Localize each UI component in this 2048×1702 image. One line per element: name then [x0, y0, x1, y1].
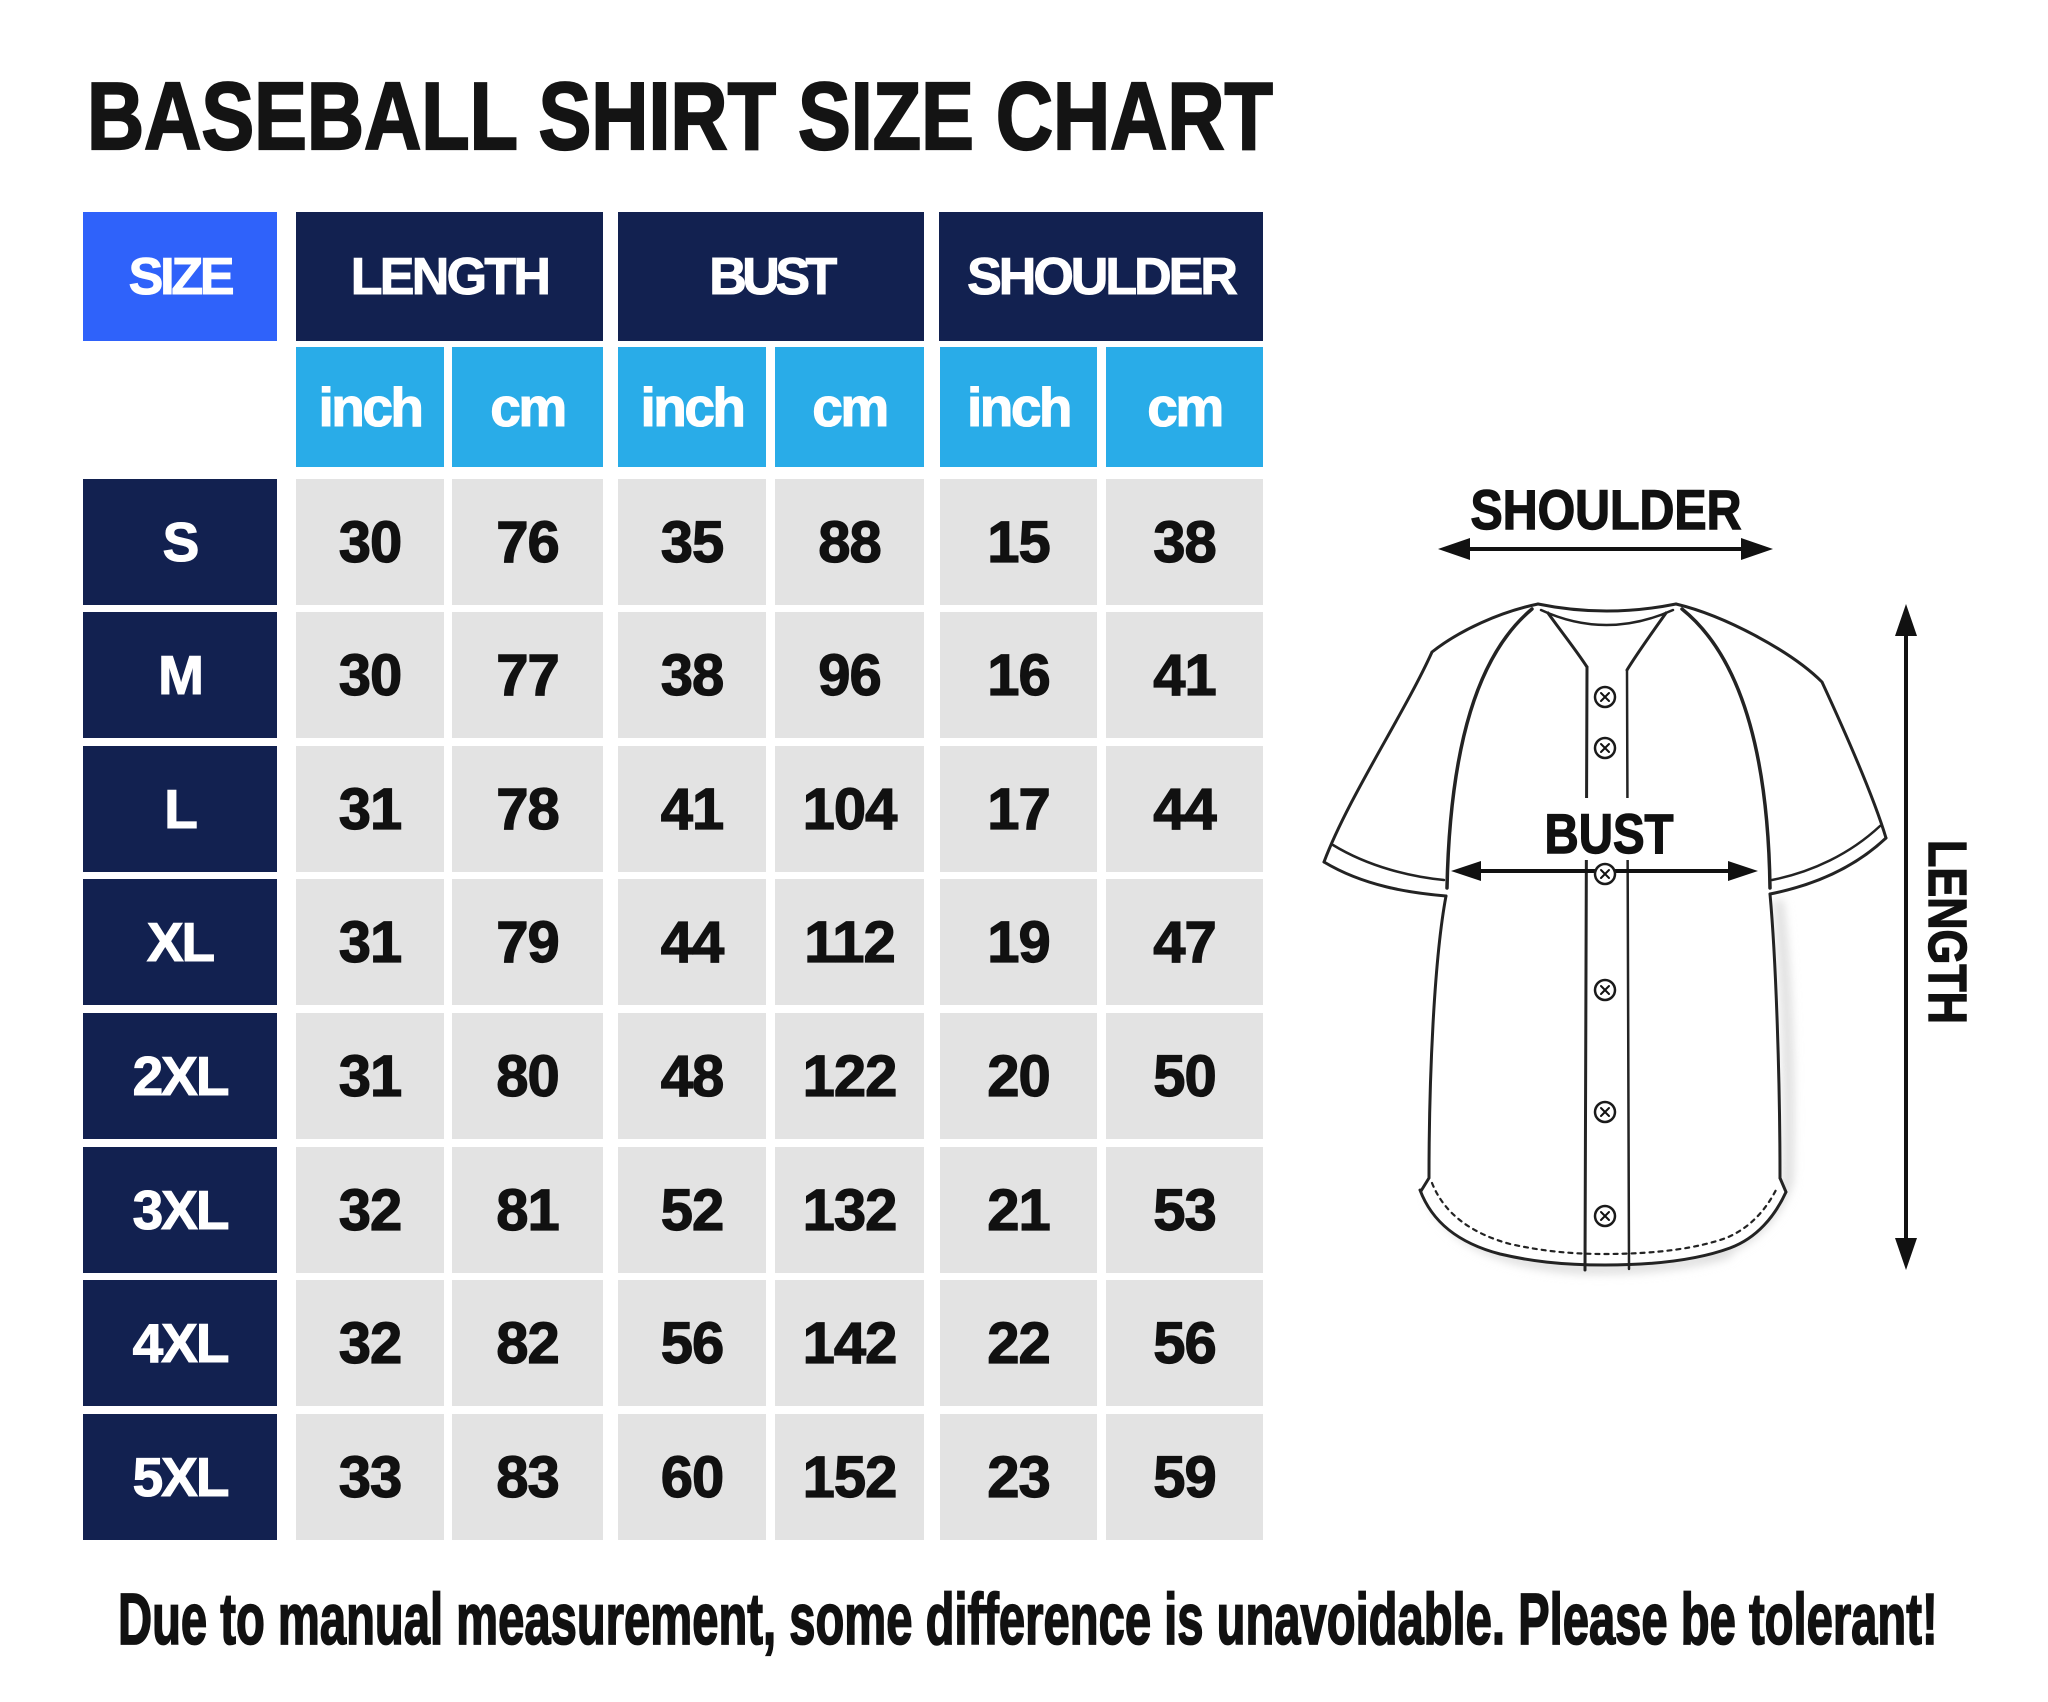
svg-text:LENGTH: LENGTH: [1917, 840, 1977, 1024]
svg-text:SHOULDER: SHOULDER: [1471, 478, 1742, 541]
svg-text:BUST: BUST: [1545, 802, 1674, 865]
